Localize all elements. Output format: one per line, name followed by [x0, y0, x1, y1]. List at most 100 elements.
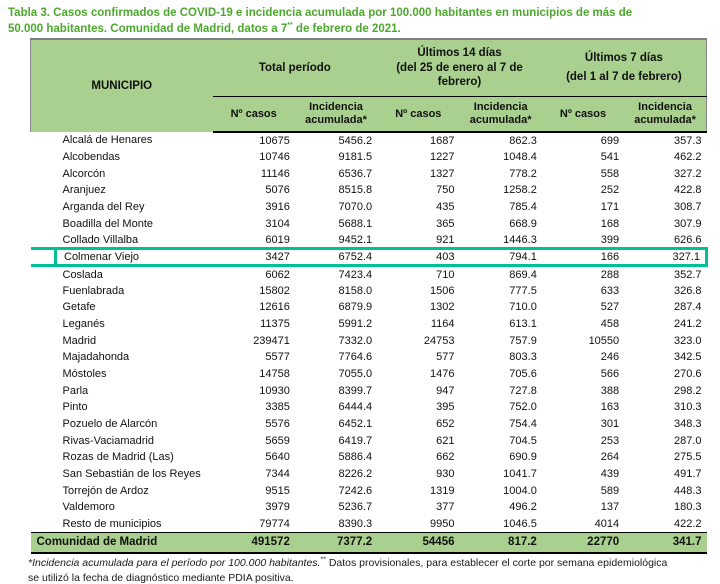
municipality-name: Arganda del Rey	[62, 201, 145, 214]
municipality-name: Rozas de Madrid (Las)	[62, 451, 174, 464]
covid-incidence-table: MUNICIPIO Total período Últimos 14 días …	[29, 38, 709, 554]
value-cell: 558	[600, 167, 620, 180]
value-cell: 705.6	[509, 367, 537, 380]
table-row: Valdemoro 3979 5236.7 377 496.2 137 180.3	[31, 499, 707, 516]
value-cell: 3104	[265, 217, 290, 230]
table-row: Alcobendas 10746 9181.5 1227 1048.4 541 462.2	[31, 149, 707, 166]
value-cell: 79774	[259, 517, 290, 530]
table-header: MUNICIPIO Total período Últimos 14 días …	[29, 38, 708, 133]
value-cell: 403	[377, 247, 460, 267]
table-row: Fuenlabrada 15802 8158.0 1506 777.5 633 326.8	[31, 282, 707, 299]
value-cell: 527	[600, 301, 620, 314]
value-cell: 3385	[265, 401, 290, 414]
sub-header-row: Nº casos Incidencia acumulada* Nº casos …	[31, 96, 708, 133]
column-header-incidencia-7d: Incidencia acumulada*	[624, 96, 708, 133]
table-row: Getafe 12616 6879.9 1302 710.0 527 287.4	[31, 299, 707, 316]
value-cell: 496.2	[509, 501, 537, 514]
row-indent-spacer	[31, 382, 56, 399]
row-indent-spacer	[31, 266, 56, 283]
row-indent-spacer	[31, 482, 56, 499]
value-cell: 7242.6	[338, 484, 373, 497]
group-header-total-period: Total período	[212, 38, 378, 97]
value-cell: 166	[541, 247, 625, 267]
value-cell: 7332.0	[338, 334, 373, 347]
value-cell: 1046.5	[503, 517, 537, 530]
value-cell: 785.4	[509, 201, 537, 214]
value-cell: 727.8	[509, 384, 537, 397]
value-cell: 794.1	[459, 247, 542, 267]
value-cell: 326.8	[673, 284, 702, 297]
total-row-comunidad-de-madrid: Comunidad de Madrid 491572 7377.2 54456 …	[30, 532, 707, 554]
municipality-name: Majadahonda	[62, 351, 130, 364]
page-title: Tabla 3. Casos confirmados de COVID-19 e…	[8, 6, 714, 37]
value-cell: 22770	[541, 532, 625, 554]
value-cell: 1687	[430, 134, 455, 147]
value-cell: 6444.4	[338, 401, 373, 414]
value-cell: 652	[436, 418, 455, 431]
value-cell: 566	[600, 367, 620, 380]
value-cell: 704.5	[509, 434, 537, 447]
value-cell: 8399.7	[338, 384, 373, 397]
table-row: Torrejón de Ardoz 9515 7242.6 1319 1004.0 589…	[31, 482, 707, 499]
value-cell: 435	[436, 201, 455, 214]
value-cell: 54456	[377, 532, 460, 554]
row-indent-spacer	[31, 366, 56, 383]
value-cell: 168	[600, 217, 620, 230]
value-cell: 11146	[260, 167, 290, 180]
value-cell: 287.4	[673, 301, 702, 314]
value-cell: 710	[436, 268, 455, 281]
municipality-name: Madrid	[62, 334, 97, 347]
column-header-municipio: MUNICIPIO	[29, 38, 213, 132]
value-cell: 1258.2	[503, 184, 537, 197]
value-cell: 6879.9	[338, 301, 373, 314]
footnote-superscript: **	[320, 556, 326, 564]
municipality-name: Parla	[62, 384, 89, 397]
value-cell: 327.2	[673, 167, 702, 180]
value-cell: 1041.7	[503, 468, 537, 481]
value-cell: 163	[600, 401, 620, 414]
row-indent-spacer	[31, 149, 56, 166]
value-cell: 341.7	[624, 532, 707, 554]
value-cell: 327.1	[624, 247, 709, 267]
municipality-name: Getafe	[62, 301, 96, 314]
municipality-name: Pozuelo de Alarcón	[62, 418, 158, 431]
row-indent-spacer	[31, 516, 56, 533]
value-cell: 1164	[430, 317, 455, 330]
value-cell: 365	[436, 217, 455, 230]
value-cell: 8515.8	[338, 184, 373, 197]
value-cell: 264	[600, 451, 620, 464]
value-cell: 388	[600, 384, 620, 397]
table-footer: Comunidad de Madrid 491572 7377.2 54456 …	[30, 532, 707, 554]
title-superscript: **	[287, 21, 293, 29]
value-cell: 5640	[265, 451, 290, 464]
value-cell: 930	[436, 468, 455, 481]
value-cell: 352.7	[673, 268, 702, 281]
value-cell: 288	[600, 268, 620, 281]
value-cell: 395	[436, 401, 455, 414]
value-cell: 4014	[594, 517, 620, 530]
value-cell: 14758	[259, 367, 290, 380]
value-cell: 7055.0	[338, 367, 373, 380]
value-cell: 7070.0	[338, 201, 373, 214]
value-cell: 9452.1	[338, 233, 373, 246]
value-cell: 6536.7	[338, 167, 373, 180]
footnote-italic: *Incidencia acumulada para el período po…	[28, 557, 321, 569]
value-cell: 491.7	[673, 468, 702, 481]
value-cell: 803.3	[509, 351, 537, 364]
table-row: Resto de municipios 79774 8390.3 9950 1046.5…	[31, 516, 707, 533]
municipality-name: Móstoles	[62, 367, 107, 380]
value-cell: 287.0	[673, 434, 702, 447]
value-cell: 12616	[259, 301, 290, 314]
value-cell: 9181.5	[338, 151, 373, 164]
value-cell: 710.0	[509, 301, 537, 314]
value-cell: 5886.4	[338, 451, 373, 464]
value-cell: 750	[436, 184, 455, 197]
row-indent-spacer	[31, 416, 56, 433]
value-cell: 7764.6	[338, 351, 373, 364]
value-cell: 589	[600, 484, 620, 497]
value-cell: 7423.4	[338, 268, 373, 281]
municipality-name: Fuenlabrada	[62, 284, 125, 297]
value-cell: 869.4	[509, 268, 537, 281]
value-cell: 1302	[430, 301, 455, 314]
municipality-name: Boadilla del Monte	[62, 217, 154, 230]
